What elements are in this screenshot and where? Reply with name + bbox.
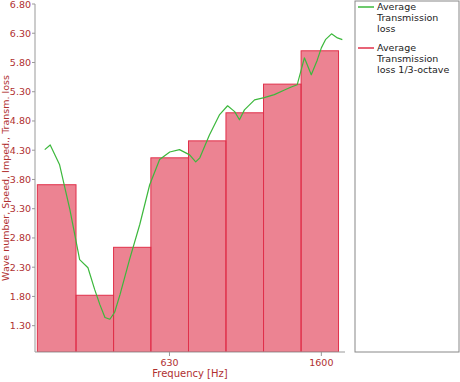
y-tick bbox=[32, 208, 35, 209]
y-axis-line bbox=[35, 4, 36, 352]
legend-label-line: loss bbox=[377, 23, 395, 34]
bar bbox=[151, 158, 189, 352]
bar bbox=[114, 247, 151, 352]
y-tick-label: 6.80 bbox=[10, 0, 31, 10]
legend-label-line: Average bbox=[377, 42, 416, 53]
legend-label: AverageTransmissionloss bbox=[376, 1, 438, 34]
x-tick bbox=[169, 352, 170, 356]
y-tick-label: 3.30 bbox=[10, 203, 31, 214]
y-axis-title: Wave number, Speed, Imped., Transm. loss bbox=[0, 75, 11, 281]
x-tick-label: 630 bbox=[160, 357, 178, 368]
y-tick-label: 5.80 bbox=[10, 57, 31, 68]
y-tick-label: 4.30 bbox=[10, 145, 31, 156]
y-tick bbox=[32, 325, 35, 326]
y-tick bbox=[32, 237, 35, 238]
bar bbox=[76, 295, 114, 352]
y-tick-label: 2.30 bbox=[10, 262, 31, 273]
legend-label-line: Transmission bbox=[376, 53, 438, 64]
line bbox=[45, 34, 343, 319]
y-tick-label: 2.80 bbox=[10, 232, 31, 243]
y-tick-label: 1.30 bbox=[10, 320, 31, 331]
y-tick-label: 3.80 bbox=[10, 174, 31, 185]
y-tick-label: 4.80 bbox=[10, 115, 31, 126]
bar bbox=[301, 51, 338, 352]
y-tick bbox=[32, 150, 35, 151]
y-tick bbox=[32, 91, 35, 92]
y-tick bbox=[32, 33, 35, 34]
legend-label-line: loss 1/3-octave bbox=[377, 64, 449, 75]
y-tick bbox=[32, 179, 35, 180]
plot-area bbox=[37, 34, 342, 352]
x-axis-title: Frequency [Hz] bbox=[152, 368, 228, 379]
x-tick bbox=[321, 352, 322, 356]
chart: 1.30 1.80 2.30 2.80 3.30 3.80 4.30 4.80 5.30 5.80… bbox=[0, 0, 460, 382]
y-tick-label: 5.30 bbox=[10, 86, 31, 97]
legend-label: AverageTransmissionloss 1/3-octave bbox=[376, 42, 449, 75]
legend-label-line: Transmission bbox=[376, 12, 438, 23]
legend-box bbox=[355, 1, 459, 352]
x-tick-label: 1600 bbox=[309, 357, 333, 368]
y-tick bbox=[32, 267, 35, 268]
legend-swatch bbox=[358, 47, 374, 49]
legend-label-line: Average bbox=[377, 1, 416, 12]
legend-swatch bbox=[358, 6, 374, 8]
y-tick bbox=[32, 296, 35, 297]
bar bbox=[264, 84, 302, 352]
bar bbox=[188, 141, 225, 352]
y-tick-label: 6.30 bbox=[10, 28, 31, 39]
y-tick bbox=[32, 62, 35, 63]
y-tick bbox=[32, 120, 35, 121]
background bbox=[0, 0, 460, 382]
y-tick-label: 1.80 bbox=[10, 291, 31, 302]
bar bbox=[226, 113, 264, 352]
y-tick bbox=[32, 4, 35, 5]
x-axis-line bbox=[35, 352, 345, 353]
